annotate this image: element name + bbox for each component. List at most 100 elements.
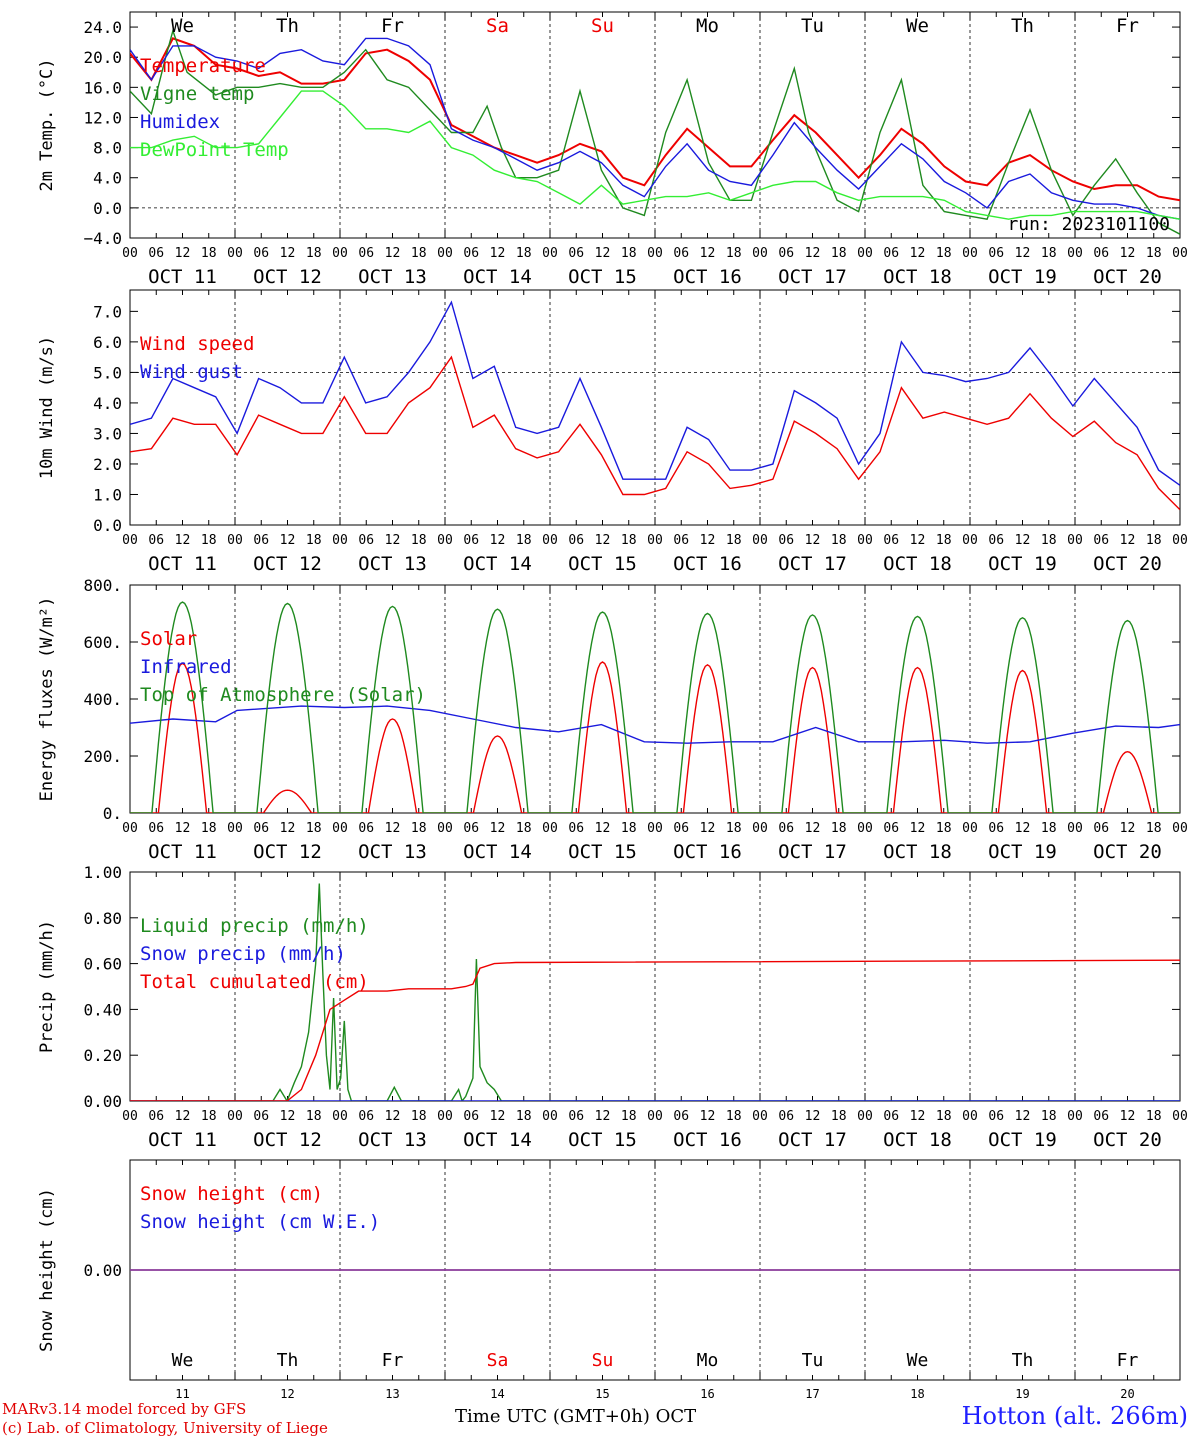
hour-tick-label: 06 <box>568 246 584 261</box>
y-axis-label: Precip (mm/h) <box>37 920 57 1053</box>
series-line-solar <box>130 661 1180 813</box>
hour-tick-label: 18 <box>516 246 532 261</box>
date-label: OCT 15 <box>568 1129 637 1151</box>
y-tick-label: 1.00 <box>83 863 122 882</box>
date-label: OCT 16 <box>673 1129 742 1151</box>
hour-tick-label: 06 <box>1093 1109 1109 1124</box>
y-tick-label: 0.00 <box>83 1092 122 1111</box>
hour-tick-label: 00 <box>752 821 768 836</box>
y-tick-label: 2.0 <box>93 455 122 474</box>
hour-tick-label: 12 <box>805 533 821 548</box>
hour-tick-label: 18 <box>306 246 322 261</box>
hour-tick-label: 18 <box>936 533 952 548</box>
hour-tick-label: 00 <box>332 533 348 548</box>
hour-tick-label: 00 <box>1067 1109 1083 1124</box>
hour-tick-label: 18 <box>726 246 742 261</box>
y-tick-label: 4.0 <box>93 169 122 188</box>
y-tick-label: 1.0 <box>93 485 122 504</box>
hour-tick-label: 06 <box>253 821 269 836</box>
series-line-humidex <box>130 37 1180 220</box>
hour-tick-label: 06 <box>1093 246 1109 261</box>
hour-tick-label: 12 <box>385 246 401 261</box>
hour-tick-label: 18 <box>831 246 847 261</box>
hour-tick-label: 00 <box>437 533 453 548</box>
series-group <box>130 883 1180 1101</box>
y-tick-label: 0.0 <box>93 199 122 218</box>
weekday-label: Fr <box>1116 15 1139 37</box>
hour-tick-label: 12 <box>595 533 611 548</box>
date-label: OCT 12 <box>253 266 322 288</box>
weekday-label: Su <box>591 15 614 37</box>
hour-tick-label: 12 <box>490 821 506 836</box>
legend-snow-precip-mm-h-: Snow precip (mm/h) <box>140 943 346 965</box>
legend-snow-height-cm-: Snow height (cm) <box>140 1183 323 1205</box>
hour-tick-label: 12 <box>1015 533 1031 548</box>
series-line-wind-speed <box>130 355 1180 511</box>
hour-tick-label: 00 <box>227 246 243 261</box>
hour-tick-label: 18 <box>201 1109 217 1124</box>
y-axis-label: Energy fluxes (W/m²) <box>37 597 57 802</box>
footer-credits: MARv3.14 model forced by GFS (c) Lab. of… <box>2 1400 328 1438</box>
y-tick-label: 5.0 <box>93 363 122 382</box>
date-label: OCT 18 <box>883 841 952 863</box>
hour-tick-label: 18 <box>726 821 742 836</box>
y-tick-label: 400. <box>83 690 122 709</box>
hour-tick-label: 06 <box>988 821 1004 836</box>
hour-tick-label: 12 <box>805 246 821 261</box>
hour-tick-label: 00 <box>542 533 558 548</box>
day-number-label: 20 <box>1120 1387 1134 1401</box>
date-label: OCT 18 <box>883 553 952 575</box>
weekday-label: Mo <box>696 15 719 37</box>
date-label: OCT 13 <box>358 841 427 863</box>
hour-tick-label: 00 <box>752 533 768 548</box>
weekday-label: We <box>907 1350 929 1371</box>
weekday-label: Th <box>1011 15 1034 37</box>
series-group <box>130 28 1180 235</box>
weekday-label: Tu <box>802 1350 824 1371</box>
hour-tick-label: 18 <box>1146 533 1162 548</box>
hour-tick-label: 06 <box>1093 821 1109 836</box>
hour-tick-label: 00 <box>857 1109 873 1124</box>
panel-3: 800. 600. 400. 200. 0. Energy fluxes (W/m²) 00… <box>37 576 1188 863</box>
weekday-label: Fr <box>382 1350 404 1371</box>
series-group <box>130 601 1180 813</box>
date-label: OCT 13 <box>358 266 427 288</box>
y-tick-label: 3.0 <box>93 424 122 443</box>
date-label: OCT 18 <box>883 1129 952 1151</box>
hour-tick-label: 18 <box>411 821 427 836</box>
hour-tick-label: 12 <box>385 533 401 548</box>
hour-tick-label: 12 <box>1015 246 1031 261</box>
day-number-label: 14 <box>490 1387 504 1401</box>
x-axis-title: Time UTC (GMT+0h) OCT <box>455 1406 697 1427</box>
hour-tick-label: 18 <box>936 246 952 261</box>
hour-tick-label: 00 <box>542 1109 558 1124</box>
hour-tick-label: 00 <box>647 533 663 548</box>
hour-tick-label: 18 <box>516 821 532 836</box>
y-tick-label: 0.20 <box>83 1046 122 1065</box>
hour-tick-label: 18 <box>831 533 847 548</box>
hour-tick-label: 12 <box>1015 1109 1031 1124</box>
hour-tick-label: 00 <box>437 1109 453 1124</box>
hour-tick-label: 00 <box>1067 246 1083 261</box>
hour-tick-label: 12 <box>700 246 716 261</box>
hour-tick-label: 18 <box>1041 1109 1057 1124</box>
hour-tick-label: 06 <box>463 246 479 261</box>
hour-tick-label: 18 <box>1041 821 1057 836</box>
date-label: OCT 14 <box>463 266 532 288</box>
hour-tick-label: 00 <box>857 821 873 836</box>
hour-tick-label: 06 <box>358 533 374 548</box>
hour-tick-label: 06 <box>148 533 164 548</box>
date-label: OCT 15 <box>568 841 637 863</box>
date-label: OCT 19 <box>988 266 1057 288</box>
hour-tick-label: 06 <box>1093 533 1109 548</box>
hour-tick-label: 18 <box>411 533 427 548</box>
panel-4: 1.00 0.80 0.60 0.40 0.20 0.00 Precip (mm/h) 00 0… <box>37 863 1188 1151</box>
y-tick-label: 4.0 <box>93 394 122 413</box>
hour-tick-label: 06 <box>883 821 899 836</box>
hour-tick-label: 12 <box>490 533 506 548</box>
series-group <box>130 300 1180 511</box>
hour-tick-label: 06 <box>568 821 584 836</box>
weekday-label: Th <box>1012 1350 1034 1371</box>
legend-wind-speed: Wind speed <box>140 333 254 355</box>
